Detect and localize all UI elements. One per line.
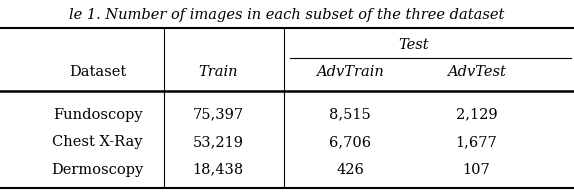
Text: AdvTrain: AdvTrain <box>316 64 384 79</box>
Text: 1,677: 1,677 <box>456 135 497 149</box>
Text: Dataset: Dataset <box>69 64 126 79</box>
Text: Test: Test <box>398 38 429 52</box>
Text: Chest X-Ray: Chest X-Ray <box>52 135 143 149</box>
Text: 18,438: 18,438 <box>192 162 244 177</box>
Text: Dermoscopy: Dermoscopy <box>52 162 144 177</box>
Text: AdvTest: AdvTest <box>447 64 506 79</box>
Text: le 1. Number of images in each subset of the three dataset: le 1. Number of images in each subset of… <box>69 8 505 22</box>
Text: 53,219: 53,219 <box>193 135 243 149</box>
Text: Fundoscopy: Fundoscopy <box>53 108 142 122</box>
Text: 426: 426 <box>336 162 364 177</box>
Text: 6,706: 6,706 <box>329 135 371 149</box>
Text: 75,397: 75,397 <box>192 108 244 122</box>
Text: Train: Train <box>199 64 238 79</box>
Text: 2,129: 2,129 <box>456 108 497 122</box>
Text: 107: 107 <box>463 162 490 177</box>
Text: 8,515: 8,515 <box>329 108 371 122</box>
